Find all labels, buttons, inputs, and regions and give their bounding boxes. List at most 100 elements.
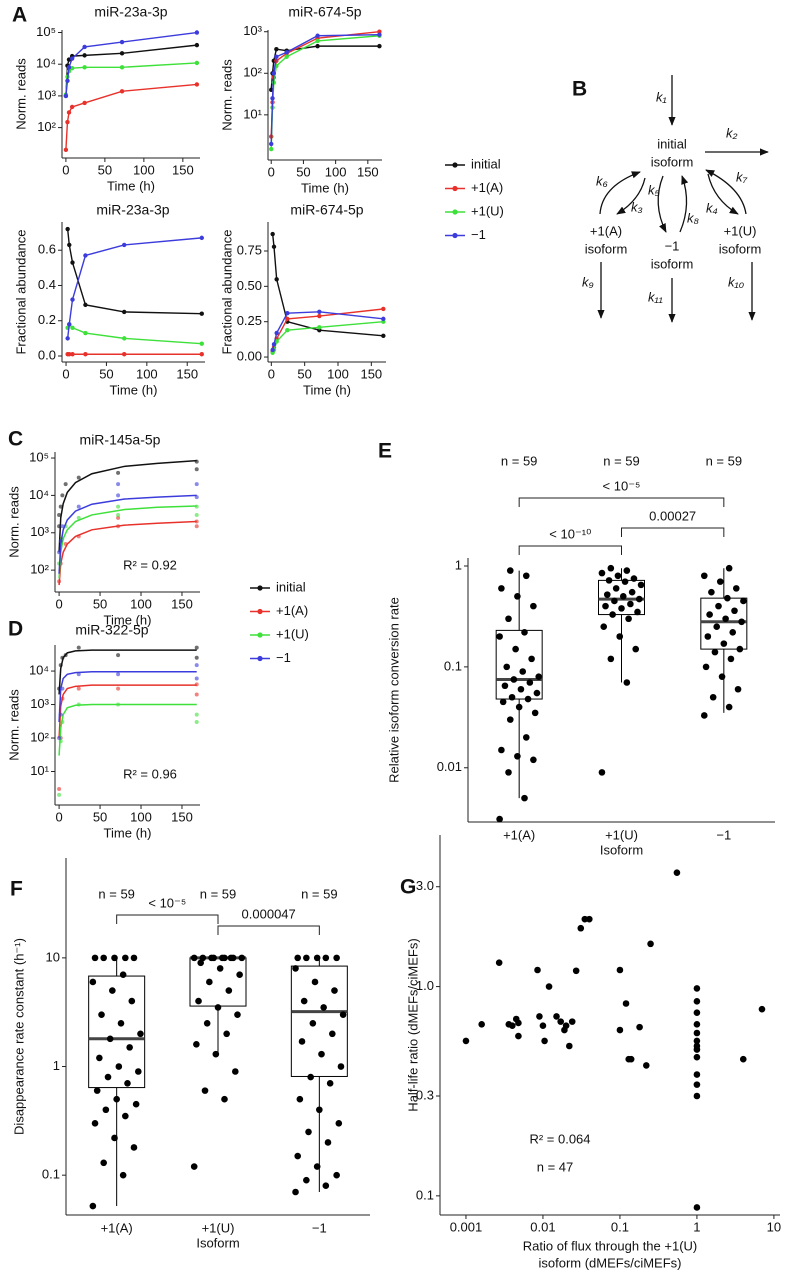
point [598,569,606,577]
point [82,44,87,50]
point [634,608,641,616]
chart-title: miR-145a-5p [80,432,161,448]
point [478,1021,485,1028]
y-tick-label: 0.00 [237,348,262,363]
point [704,633,712,640]
point [734,685,742,693]
point [598,769,606,776]
bracket [116,914,219,924]
point [377,43,382,49]
point [557,1018,564,1025]
point [732,585,740,592]
legend-label: +1(U) [471,203,504,218]
p-value: < 10⁻¹⁰ [549,526,591,541]
x-tick-label: 0 [62,366,69,381]
line [65,44,197,96]
point [82,65,87,70]
point [294,954,301,962]
point [194,42,200,48]
x-axis-title: Time (h) [301,180,349,195]
point [284,54,289,59]
point [66,110,72,115]
x-tick-label: 10 [767,1219,781,1234]
point [501,682,509,690]
node-label: +1(U) [724,223,757,238]
point [720,640,728,647]
point [130,1144,138,1151]
point [111,954,118,962]
point [82,53,87,58]
node-label: −1 [665,238,680,253]
legend-label: +1(A) [276,603,308,618]
point [270,96,275,101]
x-tick-label: 50 [99,366,113,381]
point [539,1022,547,1030]
point [616,1026,624,1034]
point [381,306,386,312]
point [126,1044,133,1051]
chart-title: miR-23a-3p [94,4,167,20]
x-tick-label: +1(U) [202,1220,235,1235]
point [116,686,121,691]
point [515,1019,522,1027]
x-tick-label: 100 [133,162,155,177]
point [270,347,275,353]
point [119,39,125,45]
point [693,1029,701,1037]
n-label: n = 59 [98,886,135,901]
point [600,623,608,631]
point [271,71,276,76]
n-label: n = 59 [200,886,237,901]
point [553,1013,560,1020]
y-tick-label: 0.25 [237,313,262,328]
point [693,1037,701,1045]
point [106,1035,114,1043]
bracket [518,545,622,555]
point [201,1087,209,1094]
point [377,32,382,37]
point [607,655,615,663]
legend-label: +1(A) [471,180,503,195]
point [740,597,747,605]
point [536,1013,543,1020]
rate-label: k₇ [736,169,748,184]
point [630,575,638,582]
legend-label: +1(U) [276,626,309,641]
y-tick-label: 10⁵ [29,449,49,464]
point [229,954,237,962]
point [298,1038,306,1045]
point [190,954,198,962]
annotation: n = 47 [537,1159,574,1174]
point [718,673,726,680]
y-axis-title: Norm. reads [6,689,21,761]
chart: 10¹ 10² 10³ 0 50 100 150 Time (h) Norm. reads miR… [219,4,382,195]
x-tick-label: 150 [171,809,193,824]
point [381,316,386,322]
fit-curve [58,649,197,695]
fit-curve [58,505,197,579]
rate-label: k₉ [582,274,594,289]
point [521,794,528,802]
chart: 0.00 0.25 0.50 0.75 0 50 100 150 Time (h) Fractio… [219,202,386,397]
chart: 10² 10³ 10⁴ 10⁵ 0 50 100 150 Time (h) Norm. reads… [6,428,308,665]
point [67,322,72,327]
x-tick-label: 150 [176,366,198,381]
point [535,673,543,680]
point [693,1053,701,1061]
point [632,645,640,653]
point [335,1120,343,1127]
x-axis-title: Isoform [600,842,643,857]
point [91,1120,99,1127]
chart: 10¹ 10² 10³ 10⁴ 0 50 100 150 Time (h) Norm. reads… [6,618,200,840]
point [739,1055,747,1063]
point [65,336,70,341]
point [70,297,75,302]
point [76,686,81,691]
point [122,1112,129,1120]
y-tick-label: 10³ [37,87,56,102]
point [70,325,75,330]
point [199,954,207,962]
point [637,581,645,589]
point [315,38,320,44]
x-tick-label: 100 [130,809,152,824]
